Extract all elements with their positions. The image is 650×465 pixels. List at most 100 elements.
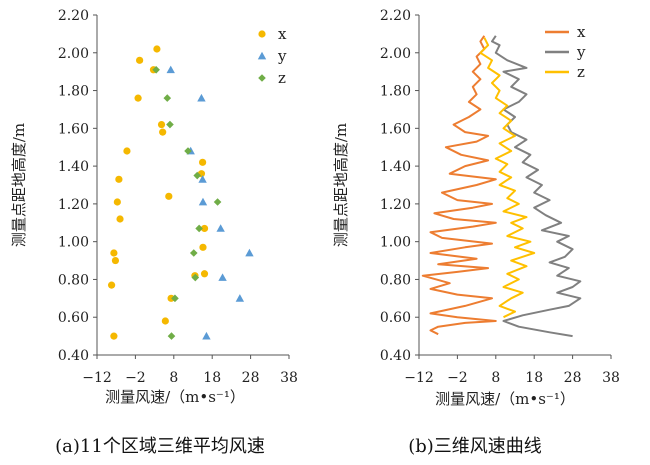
- scatter-point-z: [152, 65, 160, 74]
- scatter-point-x: [153, 45, 161, 53]
- line-legend: xyz: [545, 23, 586, 81]
- scatter-point-y: [245, 248, 254, 257]
- y-tick-label: 1.80: [58, 84, 89, 100]
- scatter-point-x: [167, 294, 175, 302]
- x-tick-label: 8: [491, 370, 500, 386]
- scatter-point-x: [200, 270, 209, 278]
- scatter-point-z: [166, 120, 174, 129]
- scatter-point-y: [218, 273, 227, 281]
- x-tick-label: 38: [280, 370, 298, 386]
- x-tick-label: −12: [404, 370, 434, 386]
- series-line-y: [491, 35, 582, 338]
- scatter-point-z: [195, 224, 203, 233]
- scatter-tick-labels: 0.40 0.60 0.80 1.00 1.20 1.40 1.60 1.80 2.00 2.20…: [58, 8, 298, 386]
- y-tick-label: 1.60: [58, 121, 89, 137]
- y-tick-label: 1.20: [380, 197, 411, 213]
- line-axes: [415, 14, 612, 359]
- scatter-point-x: [110, 332, 118, 340]
- scatter-point-z: [193, 171, 202, 180]
- scatter-point-x: [136, 56, 144, 64]
- x-tick-label: −12: [82, 370, 112, 386]
- y-tick-label: 2.00: [58, 46, 89, 62]
- scatter-chart-panel: 0.40 0.60 0.80 1.00 1.20 1.40 1.60 1.80 2.00 2.20…: [10, 8, 298, 406]
- scatter-point-y: [198, 175, 207, 183]
- legend-label-z: z: [577, 63, 585, 81]
- scatter-point-y: [216, 224, 225, 232]
- legend-label-z: z: [278, 69, 286, 87]
- y-tick-label: 0.80: [58, 272, 89, 288]
- y-tick-label: 1.00: [58, 235, 89, 251]
- x-tick-label: 18: [203, 370, 221, 386]
- y-tick-label: 1.40: [380, 159, 411, 175]
- y-tick-label: 1.60: [380, 121, 411, 137]
- scatter-point-x: [115, 175, 123, 183]
- scatter-point-y: [202, 331, 211, 340]
- scatter-legend: xyz: [257, 25, 287, 87]
- scatter-point-x: [199, 243, 207, 251]
- scatter-axes: [93, 14, 290, 359]
- scatter-point-y: [235, 294, 245, 302]
- y-tick-label: 1.80: [380, 84, 411, 100]
- legend-label-x: x: [278, 25, 287, 43]
- y-tick-label: 2.20: [380, 8, 411, 24]
- legend-label-x: x: [577, 23, 586, 41]
- y-tick-label: 0.40: [380, 348, 411, 364]
- scatter-point-x: [161, 317, 169, 325]
- y-tick-label: 1.00: [380, 235, 411, 251]
- scatter-y-axis-label: 测量点距地高度/m: [10, 123, 28, 247]
- y-tick-label: 1.40: [58, 159, 89, 175]
- scatter-point-x: [110, 249, 118, 257]
- line-tick-labels: 0.40 0.60 0.80 1.00 1.20 1.40 1.60 1.80 2.00 2.20…: [380, 8, 620, 386]
- scatter-point-x: [165, 192, 173, 200]
- line-x-axis-label: 测量风速/（m•s⁻¹）: [435, 390, 575, 408]
- y-tick-label: 0.80: [380, 272, 411, 288]
- scatter-point-x: [123, 147, 131, 155]
- scatter-point-z: [189, 249, 198, 257]
- legend-label-y: y: [576, 43, 586, 61]
- y-tick-label: 2.20: [58, 8, 89, 24]
- x-tick-label: 8: [169, 370, 178, 386]
- y-tick-label: 0.40: [58, 348, 89, 364]
- caption-panel-a: (a)11个区域三维平均风速: [55, 436, 265, 457]
- y-tick-label: 2.00: [380, 46, 411, 62]
- scatter-point-y: [197, 93, 206, 102]
- series-line-x: [421, 35, 497, 336]
- scatter-point-z: [191, 273, 200, 282]
- x-tick-label: 28: [564, 370, 582, 386]
- scatter-x-axis-label: 测量风速/（m•s⁻¹）: [105, 388, 245, 406]
- x-tick-label: 18: [525, 370, 543, 386]
- y-tick-label: 1.20: [58, 197, 89, 213]
- legend-marker-z: [258, 74, 266, 82]
- scatter-point-x: [134, 94, 142, 102]
- scatter-point-y: [198, 197, 208, 206]
- scatter-point-y: [166, 65, 175, 74]
- legend-label-y: y: [277, 47, 287, 65]
- scatter-point-x: [107, 281, 116, 289]
- line-series: [421, 35, 582, 338]
- scatter-point-z: [213, 198, 222, 206]
- caption-panel-b: (b)三维风速曲线: [408, 436, 542, 457]
- legend-marker-x: [258, 30, 266, 38]
- scatter-point-x: [157, 120, 166, 129]
- scatter-point-x: [199, 158, 207, 166]
- scatter-point-x: [113, 198, 121, 206]
- scatter-point-z: [184, 147, 192, 155]
- line-y-axis-label: 测量点距地高度/m: [332, 123, 350, 247]
- scatter-point-x: [111, 256, 120, 265]
- x-tick-label: −2: [447, 370, 468, 386]
- scatter-point-z: [167, 332, 176, 340]
- x-tick-label: 38: [602, 370, 620, 386]
- scatter-point-x: [159, 128, 167, 136]
- x-tick-label: 28: [242, 370, 260, 386]
- scatter-point-x: [116, 215, 124, 223]
- y-tick-label: 0.60: [58, 310, 89, 326]
- x-tick-label: −2: [125, 370, 146, 386]
- scatter-points: [107, 45, 254, 340]
- line-chart-panel: 0.40 0.60 0.80 1.00 1.20 1.40 1.60 1.80 2.00 2.20…: [332, 8, 620, 408]
- scatter-point-x: [200, 224, 209, 233]
- scatter-point-z: [163, 94, 172, 102]
- legend-marker-y: [257, 51, 267, 60]
- y-tick-label: 0.60: [380, 310, 411, 326]
- series-line-z: [479, 37, 536, 319]
